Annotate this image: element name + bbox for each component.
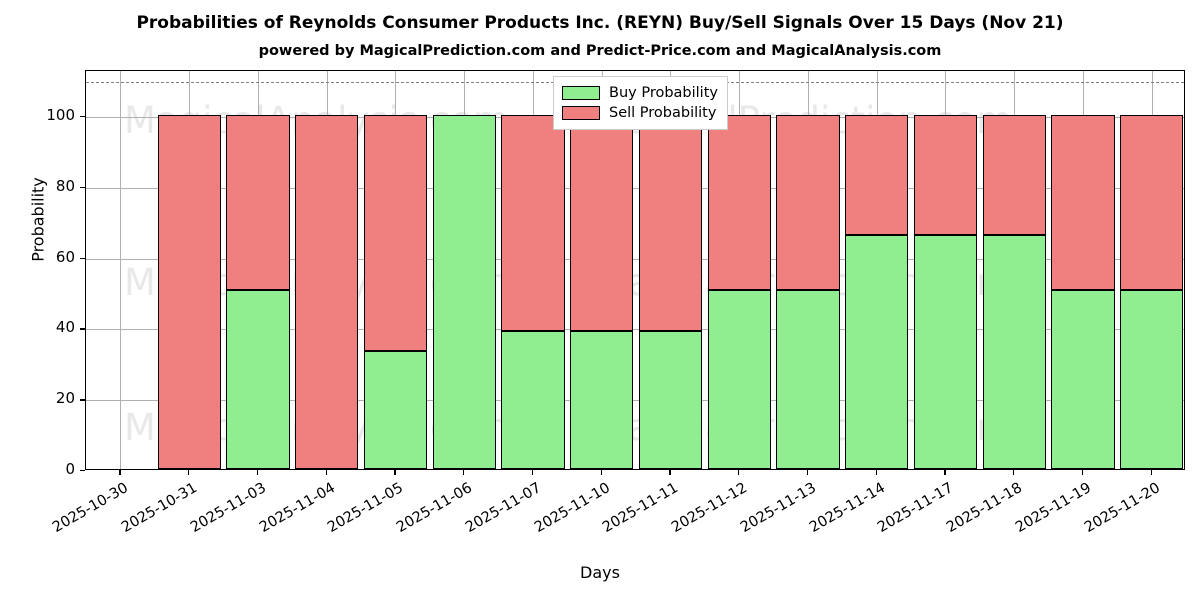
bar-group — [982, 71, 1046, 469]
legend-label-sell: Sell Probability — [609, 105, 717, 121]
bar-group — [501, 71, 565, 469]
y-axis-tick-label: 0 — [65, 460, 75, 478]
bar-segment-buy — [570, 331, 634, 469]
bar-segment-buy — [501, 331, 565, 469]
bar-group — [776, 71, 840, 469]
bar-group — [913, 71, 977, 469]
y-axis-tick-label: 80 — [55, 176, 75, 195]
bar-group — [1051, 71, 1115, 469]
bar-segment-buy — [638, 331, 702, 469]
bar-group — [638, 71, 702, 469]
bar-segment-sell — [707, 115, 771, 291]
bar-segment-buy — [1120, 290, 1184, 469]
y-axis-tick-mark — [80, 116, 85, 118]
gridline-horizontal — [86, 258, 1184, 260]
x-axis-tick-mark — [463, 470, 465, 475]
y-axis-tick-label: 40 — [55, 318, 75, 337]
bar-segment-sell — [982, 115, 1046, 236]
x-axis-tick-mark — [256, 470, 259, 475]
plot-area: MagicalAnalysis.comMagicalPrediction.com… — [85, 70, 1185, 470]
bar-segment-sell — [1120, 115, 1184, 291]
legend-item-buy: Buy Probability — [562, 83, 718, 103]
bar-segment-sell — [845, 115, 909, 236]
x-axis-tick-mark — [394, 470, 396, 475]
bar-group — [707, 71, 771, 469]
y-axis-tick-mark — [80, 257, 85, 259]
y-axis-tick-mark — [80, 328, 85, 330]
x-axis-tick-mark — [1150, 470, 1152, 475]
bar-group — [226, 71, 290, 469]
y-axis-tick-label: 20 — [55, 389, 75, 408]
bar-segment-sell — [776, 115, 840, 291]
bar-group — [845, 71, 909, 469]
x-axis-tick-mark — [188, 470, 190, 475]
bar-segment-buy — [913, 235, 977, 469]
bar-group — [1120, 71, 1184, 469]
bar-segment-sell — [570, 115, 634, 332]
bar-segment-sell — [638, 115, 702, 332]
bar-group — [295, 71, 359, 469]
bar-segment-buy — [432, 115, 496, 469]
x-axis-tick-mark — [1081, 470, 1084, 475]
bar-segment-sell — [1051, 115, 1115, 291]
x-axis-tick-mark — [325, 470, 327, 475]
x-axis-label: Days — [580, 563, 620, 582]
bar-segment-buy — [845, 235, 909, 469]
bar-segment-buy — [363, 351, 427, 469]
gridline-horizontal — [86, 329, 1184, 331]
bar-segment-buy — [982, 235, 1046, 469]
gridline-horizontal — [86, 187, 1184, 189]
legend-swatch-buy — [562, 86, 600, 100]
legend-swatch-sell — [562, 106, 600, 120]
y-axis-tick-label: 60 — [55, 247, 75, 266]
bar-segment-buy — [776, 290, 840, 469]
bar-segment-sell — [501, 115, 565, 332]
x-axis-tick-mark — [944, 470, 946, 475]
legend-label-buy: Buy Probability — [609, 85, 718, 101]
gridline-vertical — [120, 71, 122, 469]
x-axis-tick-mark — [669, 470, 671, 475]
y-axis-tick-mark — [80, 399, 85, 401]
bar-group — [363, 71, 427, 469]
x-axis-tick-mark — [531, 470, 534, 475]
y-axis-label: Probability — [28, 177, 48, 262]
legend-item-sell: Sell Probability — [562, 103, 718, 123]
bar-segment-buy — [1051, 290, 1115, 469]
bar-segment-buy — [226, 290, 290, 469]
chart-legend: Buy Probability Sell Probability — [553, 76, 728, 130]
x-axis-tick-mark — [119, 470, 121, 475]
x-axis-tick-mark — [738, 470, 740, 475]
y-axis-tick-label: 100 — [46, 106, 75, 125]
bar-group — [432, 71, 496, 469]
bar-segment-sell — [157, 115, 221, 469]
chart-title: Probabilities of Reynolds Consumer Produ… — [136, 13, 1064, 33]
bar-group — [570, 71, 634, 469]
bar-segment-sell — [913, 115, 977, 236]
gridline-horizontal — [86, 400, 1184, 402]
y-axis-tick-mark — [80, 470, 85, 472]
x-axis-tick-mark — [1013, 470, 1015, 475]
x-axis-tick-mark — [875, 470, 877, 475]
bar-segment-sell — [363, 115, 427, 352]
bar-group — [157, 71, 221, 469]
chart-subtitle: powered by MagicalPrediction.com and Pre… — [258, 43, 942, 59]
x-axis-tick-mark — [806, 470, 809, 475]
x-axis-tick-mark — [600, 470, 602, 475]
bar-segment-sell — [295, 115, 359, 469]
y-axis-tick-mark — [80, 186, 85, 189]
bar-segment-sell — [226, 115, 290, 291]
bar-segment-buy — [707, 290, 771, 469]
